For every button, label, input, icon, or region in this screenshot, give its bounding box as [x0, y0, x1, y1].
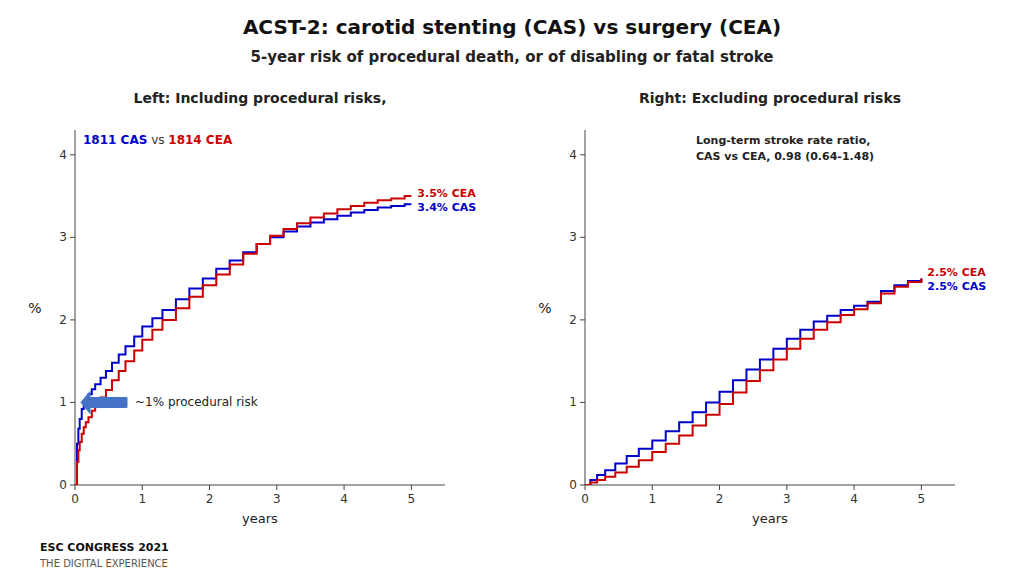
x-tick-label: 1 [648, 492, 656, 506]
y-tick [70, 237, 75, 238]
x-tick-label: 4 [340, 492, 348, 506]
x-tick [652, 485, 653, 490]
footer-sub: THE DIGITAL EXPERIENCE [39, 558, 168, 569]
step-line [75, 196, 411, 485]
y-tick-label: 0 [59, 478, 67, 492]
x-tick [142, 485, 143, 490]
annotation-arrow [81, 391, 127, 413]
y-axis-label: % [28, 300, 41, 316]
y-tick [580, 485, 585, 486]
y-tick-label: 3 [59, 230, 67, 244]
x-tick-label: 0 [581, 492, 589, 506]
legend-entry: 1814 CEA [168, 133, 233, 147]
x-tick [786, 485, 787, 490]
legend-separator: vs [147, 133, 168, 147]
y-tick [70, 154, 75, 155]
y-tick [580, 402, 585, 403]
x-tick-label: 5 [408, 492, 416, 506]
y-tick [580, 237, 585, 238]
x-tick [585, 485, 586, 490]
end-label: 2.5% CEA [927, 266, 986, 279]
x-tick-label: 2 [716, 492, 724, 506]
y-tick-label: 3 [569, 230, 577, 244]
end-label: 3.4% CAS [417, 201, 476, 214]
x-tick [921, 485, 922, 490]
x-axis [75, 485, 445, 486]
x-tick-label: 3 [783, 492, 791, 506]
y-tick-label: 0 [569, 478, 577, 492]
end-label: 2.5% CAS [927, 280, 986, 293]
title: ACST-2: carotid stenting (CAS) vs surger… [243, 15, 781, 39]
y-tick [70, 319, 75, 320]
step-line [585, 279, 921, 485]
annotation: CAS vs CEA, 0.98 (0.64-1.48) [696, 150, 874, 163]
y-tick-label: 2 [569, 313, 577, 327]
x-tick [209, 485, 210, 490]
y-tick-label: 2 [59, 313, 67, 327]
end-label: 3.5% CEA [417, 187, 476, 200]
chart-title: Right: Excluding procedural risks [639, 90, 901, 106]
chart-title: Left: Including procedural risks, [134, 90, 387, 106]
annotation: ~1% procedural risk [135, 395, 258, 409]
y-tick [70, 402, 75, 403]
chart-panel: Left: Including procedural risks, 0 1 2 3 4 5 0… [28, 90, 476, 526]
y-axis-label: % [538, 300, 551, 316]
x-tick-label: 2 [206, 492, 214, 506]
y-axis [585, 130, 586, 485]
x-tick [276, 485, 277, 490]
plot-area [585, 279, 921, 485]
x-axis-label: years [242, 511, 278, 526]
footer: ESC CONGRESS 2021 [40, 541, 169, 554]
x-tick [719, 485, 720, 490]
chart-root: ACST-2: carotid stenting (CAS) vs surger… [0, 0, 1024, 576]
y-axis [75, 130, 76, 485]
y-tick-label: 1 [569, 395, 577, 409]
annotation: Long-term stroke rate ratio, [696, 134, 870, 147]
x-tick-label: 4 [850, 492, 858, 506]
y-tick [580, 319, 585, 320]
x-tick-label: 3 [273, 492, 281, 506]
y-tick-label: 4 [569, 148, 577, 162]
y-tick-label: 4 [59, 148, 67, 162]
step-line [75, 204, 411, 485]
x-tick [344, 485, 345, 490]
x-tick-label: 1 [138, 492, 146, 506]
x-tick-label: 0 [71, 492, 79, 506]
legend: 1811 CAS vs 1814 CEA [83, 133, 233, 147]
x-tick [854, 485, 855, 490]
x-tick [75, 485, 76, 490]
y-tick-label: 1 [59, 395, 67, 409]
chart-panel: Right: Excluding procedural risks 0 1 2 3 4 5 0… [538, 90, 986, 526]
subtitle: 5-year risk of procedural death, or of d… [250, 48, 773, 66]
y-tick [70, 485, 75, 486]
x-tick-label: 5 [918, 492, 926, 506]
x-tick [411, 485, 412, 490]
step-line [585, 279, 921, 485]
x-axis-label: years [752, 511, 788, 526]
y-tick [580, 154, 585, 155]
legend-entry: 1811 CAS [83, 133, 147, 147]
plot-area [75, 196, 411, 485]
x-axis [585, 485, 955, 486]
